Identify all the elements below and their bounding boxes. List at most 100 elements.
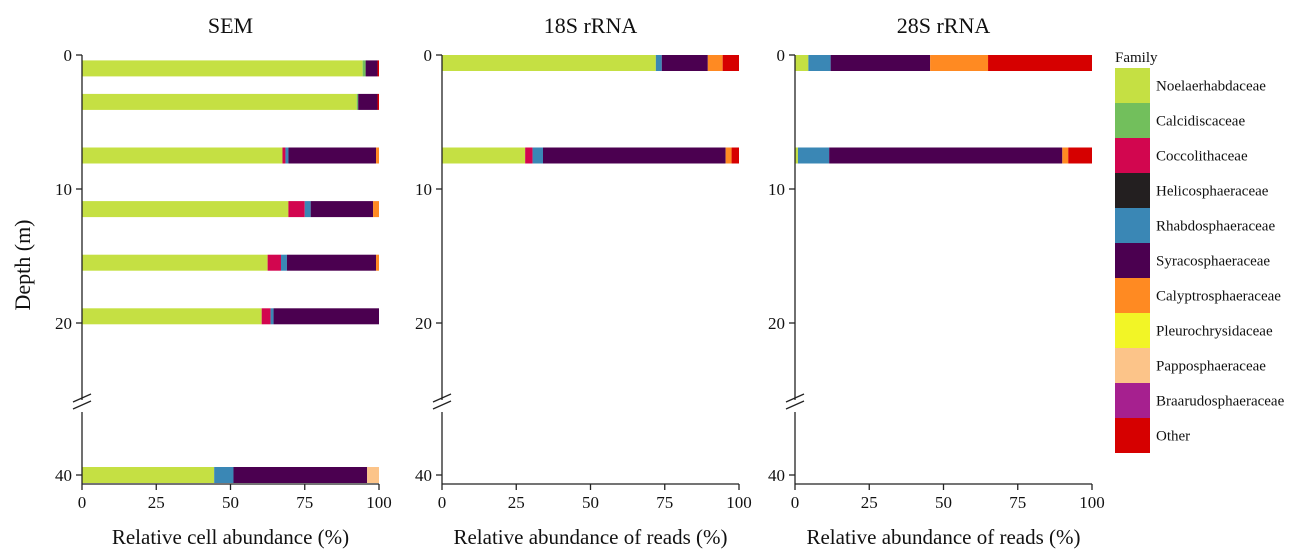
- bar-segment-coccolithaceae: [288, 201, 305, 218]
- axes: [785, 55, 1092, 485]
- bar-segment-noelaerhabdaceae: [82, 147, 283, 164]
- axis-break-mark: [432, 400, 452, 410]
- legend-label: Pleurochrysidaceae: [1156, 324, 1273, 340]
- y-tick-label: 0: [424, 46, 433, 65]
- legend-label: Calcidiscaceae: [1156, 114, 1245, 130]
- legend-label: Braarudosphaeraceae: [1156, 394, 1285, 410]
- bar-segment-syracosphaeraceae: [661, 55, 708, 71]
- bar-segment-other: [731, 147, 739, 164]
- bar-segment-calyptrosphaeraceae: [930, 55, 989, 71]
- bar-segment-noelaerhabdaceae: [82, 93, 357, 110]
- bar-segment-coccolithaceae: [525, 147, 533, 164]
- legend-swatch: [1115, 313, 1150, 348]
- bar-segment-syracosphaeraceae: [365, 60, 378, 77]
- legend-swatch: [1115, 418, 1150, 453]
- legend-swatch: [1115, 348, 1150, 383]
- bar-segment-other: [377, 93, 379, 110]
- x-tick-label: 75: [296, 493, 313, 512]
- x-tick-label: 0: [78, 493, 87, 512]
- bar-segment-coccolithaceae: [267, 254, 281, 271]
- bar-segment-noelaerhabdaceae: [82, 60, 363, 77]
- y-tick-label: 0: [64, 46, 73, 65]
- legend-swatch: [1115, 138, 1150, 173]
- bar-segment-noelaerhabdaceae: [82, 254, 268, 271]
- x-tick-label: 50: [222, 493, 239, 512]
- legend-label: Noelaerhabdaceae: [1156, 79, 1266, 95]
- legend-item-braarudosphaeraceae: Braarudosphaeraceae: [1115, 383, 1285, 418]
- bar-depth-0-5: [795, 55, 1092, 71]
- bar-segment-rhabdosphaeraceae: [214, 467, 234, 483]
- bar-segment-rhabdosphaeraceae: [280, 254, 287, 271]
- bar-segment-rhabdosphaeraceae: [304, 201, 311, 218]
- legend-item-calyptrosphaeraceae: Calyptrosphaeraceae: [1115, 278, 1281, 313]
- bar-depth-19-5: [82, 308, 379, 325]
- x-tick-label: 25: [148, 493, 165, 512]
- legend-item-noelaerhabdaceae: Noelaerhabdaceae: [1115, 68, 1266, 103]
- y-tick-label: 0: [777, 46, 786, 65]
- bar-segment-noelaerhabdaceae: [82, 308, 262, 325]
- x-axis-label: Relative abundance of reads (%): [806, 525, 1080, 549]
- legend-item-calcidiscaceae: Calcidiscaceae: [1115, 103, 1245, 138]
- bar-segment-other: [722, 55, 739, 71]
- bar-segment-other: [1068, 147, 1092, 164]
- bar-segment-noelaerhabdaceae: [82, 201, 289, 218]
- bar-depth-0-5: [442, 55, 739, 71]
- bar-segment-coccolithaceae: [282, 147, 286, 164]
- axis-break-mark: [72, 400, 92, 410]
- legend-swatch: [1115, 208, 1150, 243]
- bar-depth-1: [82, 60, 379, 77]
- y-tick-label: 10: [768, 180, 785, 199]
- bar-segment-syracosphaeraceae: [542, 147, 726, 164]
- x-tick-label: 25: [508, 493, 525, 512]
- bar-depth-40: [82, 467, 379, 483]
- bar-segment-syracosphaeraceae: [286, 254, 377, 271]
- y-tick-label: 40: [768, 466, 785, 485]
- legend-swatch: [1115, 243, 1150, 278]
- bar-segment-syracosphaeraceae: [358, 93, 378, 110]
- x-tick-label: 0: [791, 493, 800, 512]
- legend-swatch: [1115, 68, 1150, 103]
- panel-title: SEM: [208, 13, 253, 38]
- legend-label: Calyptrosphaeraceae: [1156, 289, 1281, 305]
- axis-break-mark: [785, 393, 805, 403]
- y-axis-title: Depth (m): [10, 219, 35, 310]
- bar-segment-papposphaeraceae: [367, 467, 379, 483]
- axis-break-mark: [785, 400, 805, 410]
- bar-segment-coccolithaceae: [261, 308, 271, 325]
- legend-label: Syracosphaeraceae: [1156, 254, 1270, 270]
- x-tick-label: 100: [726, 493, 752, 512]
- x-axis-label: Relative abundance of reads (%): [453, 525, 727, 549]
- bar-segment-noelaerhabdaceae: [442, 55, 656, 71]
- bar-segment-syracosphaeraceae: [273, 308, 379, 325]
- axis-break-mark: [432, 393, 452, 403]
- legend-item-papposphaeraceae: Papposphaeraceae: [1115, 348, 1266, 383]
- panel-sem: SEM 0 10 20 40 0 25 50 75 100 Relative cell abunda…: [55, 13, 392, 549]
- x-tick-label: 75: [1009, 493, 1026, 512]
- panel-title: 28S rRNA: [897, 13, 991, 38]
- legend-item-coccolithaceae: Coccolithaceae: [1115, 138, 1248, 173]
- bar-segment-rhabdosphaeraceae: [285, 147, 289, 164]
- legend-item-rhabdosphaeraceae: Rhabdosphaeraceae: [1115, 208, 1275, 243]
- legend-swatch: [1115, 173, 1150, 208]
- x-tick-label: 100: [1079, 493, 1105, 512]
- legend-item-helicosphaeraceae: Helicosphaeraceae: [1115, 173, 1269, 208]
- bar-segment-rhabdosphaeraceae: [270, 308, 274, 325]
- bar-segment-calcidiscaceae: [356, 93, 359, 110]
- legend-item-other: Other: [1115, 418, 1190, 453]
- bar-segment-syracosphaeraceae: [830, 55, 931, 71]
- legend-swatch: [1115, 278, 1150, 313]
- panel-28s-rrna: 28S rRNA 0 10 20 40 0 25 50 75 100 Relative abunda…: [768, 13, 1105, 549]
- legend-label: Papposphaeraceae: [1156, 359, 1266, 375]
- bar-depth-11-5: [82, 201, 379, 218]
- axes: [432, 55, 739, 485]
- legend: Family Noelaerhabdaceae Calcidiscaceae Cocc…: [1115, 50, 1285, 453]
- legend-label: Coccolithaceae: [1156, 149, 1248, 165]
- bar-segment-noelaerhabdaceae: [442, 147, 526, 164]
- bar-depth-3-5: [82, 93, 379, 110]
- legend-label: Other: [1156, 429, 1190, 445]
- legend-swatch: [1115, 383, 1150, 418]
- bar-segment-syracosphaeraceae: [829, 147, 1063, 164]
- x-tick-label: 0: [438, 493, 447, 512]
